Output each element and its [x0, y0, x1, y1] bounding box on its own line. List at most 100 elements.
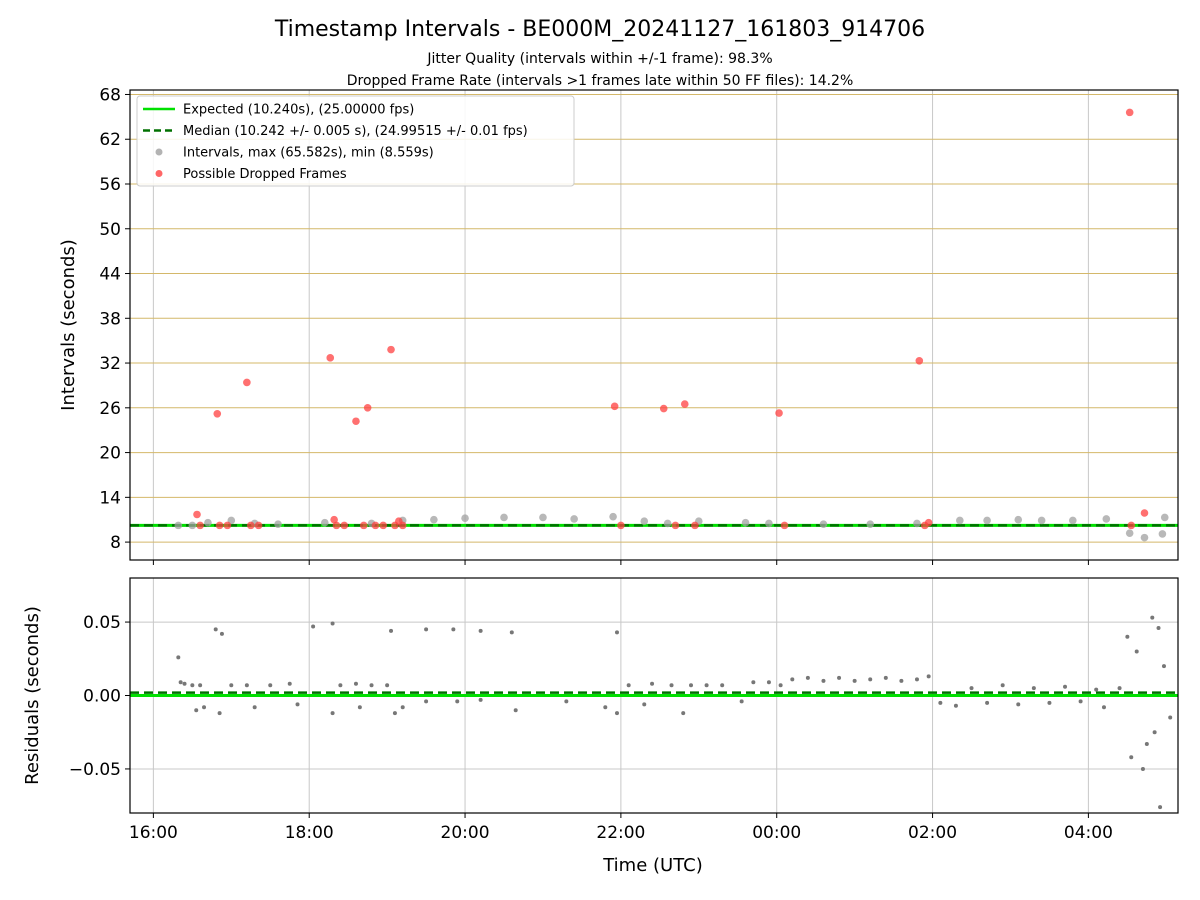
intervals-panel: 8 14 20 26 32 38 44 50 56 62 68 Intervals (seconds)… [58, 85, 1179, 565]
residual-point [217, 711, 222, 716]
residual-point [790, 677, 795, 682]
residual-point [369, 683, 374, 688]
y-tick-label: 38 [99, 309, 121, 329]
residual-point [311, 624, 316, 629]
residual-point [914, 677, 919, 682]
interval-point [274, 520, 282, 528]
dropped-frame-point [775, 409, 783, 417]
y-tick-label: −0.05 [69, 760, 121, 780]
interval-point [461, 514, 469, 523]
residual-point [739, 699, 744, 704]
residual-point [868, 677, 873, 682]
dropped-frame-point [246, 521, 255, 530]
plot-frame [129, 89, 1179, 561]
residual-point [704, 683, 709, 688]
x-tick-label: 18:00 [285, 823, 334, 843]
x-tick-label: 16:00 [129, 823, 178, 843]
interval-point [1158, 530, 1167, 538]
residual-point [513, 708, 518, 713]
interval-point [1125, 529, 1134, 537]
dropped-frame-point [196, 521, 204, 530]
x-tick-label: 02:00 [908, 823, 957, 843]
interval-point [1102, 515, 1111, 523]
residual-point [669, 683, 674, 688]
residual-point [478, 697, 483, 702]
residual-point [330, 711, 335, 716]
residual-point [295, 702, 300, 707]
interval-point [188, 521, 197, 530]
legend-intervals-swatch [155, 148, 163, 156]
dropped-frame-point [924, 518, 933, 527]
y-tick-label: 56 [99, 175, 121, 195]
dropped-frame-point [1127, 521, 1136, 530]
residual-point [244, 683, 249, 688]
interval-point [640, 517, 649, 526]
residual-point [650, 681, 655, 686]
residual-point [969, 686, 974, 691]
residual-point [229, 683, 234, 688]
y-tick-label: 20 [99, 444, 121, 464]
chart-subtitle-jitter: Jitter Quality (intervals within +/-1 fr… [426, 51, 772, 67]
y-tick-label: 32 [99, 354, 121, 374]
y-tick-label: 50 [99, 220, 121, 240]
residual-point [176, 655, 181, 660]
residual-point [1016, 702, 1021, 707]
residual-point [689, 683, 694, 688]
dropped-frame-point [379, 521, 388, 530]
y-tick-label: 26 [99, 399, 121, 419]
residual-point [1140, 766, 1145, 771]
dropped-frame-point [1140, 509, 1149, 517]
residual-point [287, 681, 292, 686]
residual-point [821, 678, 826, 683]
residual-point [509, 630, 514, 635]
interval-point [570, 515, 578, 523]
interval-point [956, 516, 964, 525]
y-tick-label: 0.00 [83, 687, 121, 707]
residual-point [451, 627, 456, 632]
dropped-frame-point [193, 510, 201, 519]
legend-label: Expected (10.240s), (25.00000 fps) [183, 103, 414, 118]
interval-point [1014, 515, 1023, 524]
y-axis-label: Residuals (seconds) [22, 606, 43, 785]
dropped-frame-point [780, 521, 789, 530]
dropped-frame-point [659, 404, 668, 413]
legend-label: Possible Dropped Frames [183, 167, 347, 182]
residual-point [926, 674, 931, 679]
interval-point [1160, 513, 1169, 522]
dropped-frame-point [915, 357, 924, 365]
residual-point [219, 631, 224, 636]
residual-point [1161, 664, 1166, 669]
residual-point [953, 703, 958, 708]
residual-point [805, 675, 810, 680]
residual-point [985, 700, 990, 705]
interval-point [174, 521, 183, 530]
residual-point [182, 681, 187, 686]
residual-point [1094, 687, 1099, 692]
residual-point [837, 675, 842, 680]
dropped-frame-point [363, 404, 372, 412]
x-tick-label: 20:00 [441, 823, 490, 843]
x-axis-label: Time (UTC) [602, 855, 703, 876]
dropped-frame-point [213, 409, 222, 418]
y-tick-label: 68 [99, 85, 121, 105]
residual-point [1144, 741, 1149, 746]
residual-point [392, 711, 397, 716]
chart-subtitle-dropped: Dropped Frame Rate (intervals >1 frames … [347, 73, 854, 89]
interval-point [866, 520, 875, 528]
y-tick-label: 0.05 [83, 613, 121, 633]
residual-point [353, 681, 358, 686]
residual-point [1129, 755, 1134, 760]
dropped-frame-point [340, 521, 349, 530]
dropped-frame-point [352, 417, 360, 426]
dropped-frame-point [326, 354, 335, 362]
interval-point [609, 512, 617, 521]
residual-point [1031, 686, 1036, 691]
residual-point [766, 680, 771, 685]
residual-point [424, 699, 429, 704]
dropped-frame-point [387, 345, 395, 354]
residual-point [385, 683, 390, 688]
dropped-frame-point [243, 378, 251, 387]
y-tick-label: 14 [99, 488, 121, 508]
interval-point [1140, 533, 1149, 542]
interval-point [1069, 516, 1077, 525]
